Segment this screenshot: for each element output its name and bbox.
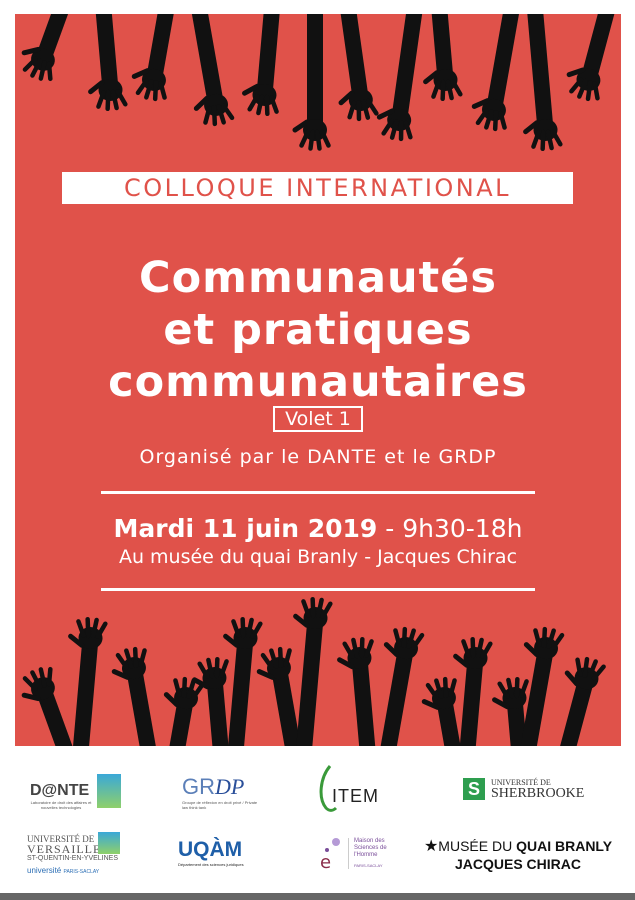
hand-silhouette <box>256 646 304 746</box>
uvsq-line3: ST-QUENTIN-EN-YVELINES <box>27 855 119 862</box>
date: Mardi 11 juin 2019 <box>113 514 378 543</box>
uvsq-line1: UNIVERSITÉ DE <box>27 834 95 844</box>
time: - 9h30-18h <box>385 514 523 543</box>
title-line: communautaires <box>108 357 528 407</box>
hand-silhouette <box>421 676 464 746</box>
grdp-gr: GR <box>182 774 215 799</box>
bottom-border <box>0 893 635 900</box>
uqam-logo: UQÀM Département des sciences juridiques <box>178 838 258 867</box>
divider <box>101 588 535 591</box>
uqam-name: UQÀM <box>178 838 243 861</box>
saclay-b: PARIS-SACLAY <box>63 869 100 875</box>
raised-hands-illustration <box>21 14 616 746</box>
uvsq-emblem <box>98 832 120 854</box>
msh-line1: Maison des <box>354 838 385 844</box>
hand-silhouette <box>242 14 280 117</box>
hand-silhouette <box>192 656 230 746</box>
uvsq-line2: VERSAILLES <box>27 842 109 856</box>
venue: Au musée du quai Branly - Jacques Chirac <box>118 546 518 568</box>
hand-silhouette <box>376 14 424 142</box>
title-line: et pratiques <box>163 305 473 355</box>
sherbrooke-line2: SHERBROOKE <box>491 786 585 801</box>
hand-silhouette <box>191 14 235 127</box>
uvsq-logo: UNIVERSITÉ DE VERSAILLES ST-QUENTIN-EN-Y… <box>27 834 127 875</box>
msh-line4: PARIS-SACLAY <box>354 863 383 868</box>
dante-name: D@NTE <box>30 782 90 799</box>
msh-line2: Sciences de <box>354 845 387 851</box>
sherbrooke-emblem-icon: S <box>463 778 485 800</box>
qb-line1b: QUAI BRANLY <box>516 838 613 854</box>
hand-silhouette <box>553 656 606 746</box>
hand-silhouette <box>293 596 333 746</box>
grdp-dp: DP <box>215 774 245 799</box>
volet-badge: Volet 1 <box>273 406 363 432</box>
qb-line1a: MUSÉE DU <box>438 838 517 854</box>
hand-silhouette <box>518 626 565 746</box>
hand-silhouette <box>423 14 463 102</box>
hand-silhouette <box>21 14 74 82</box>
dante-subtitle: Laboratoire de droit des affaires et nou… <box>30 800 92 810</box>
hand-silhouette <box>111 646 159 746</box>
hand-silhouette <box>566 14 616 102</box>
event-date: Mardi 11 juin 2019 - 9h30-18h <box>15 514 621 543</box>
hand-silhouette <box>68 616 108 746</box>
saclay-a: université <box>27 866 62 875</box>
sherbrooke-line1: UNIVERSITÉ DE <box>491 778 551 787</box>
hand-silhouette <box>337 636 377 746</box>
msh-logo: e Maison des Sciences de l'Homme PARIS-S… <box>318 836 408 876</box>
dante-emblem <box>97 774 121 808</box>
hand-silhouette <box>492 676 529 746</box>
partner-logos: D@NTE Laboratoire de droit des affaires … <box>0 746 635 900</box>
organizers: Organisé par le DANTE et le GRDP <box>139 446 497 468</box>
msh-line3: l'Homme <box>354 852 378 858</box>
quai-branly-logo: ★MUSÉE DU QUAI BRANLY JACQUES CHIRAC <box>418 836 618 872</box>
grdp-subtitle: Groupe de réflexion en droit privé / Pri… <box>182 800 258 810</box>
uqam-subtitle: Département des sciences juridiques <box>178 862 244 867</box>
hand-silhouette <box>453 636 493 746</box>
hand-silhouette <box>378 626 425 746</box>
poster: COLLOQUE INTERNATIONAL Communautés et pr… <box>15 14 621 746</box>
dante-logo: D@NTE Laboratoire de droit des affaires … <box>30 782 92 810</box>
item-swoosh-icon <box>319 765 338 812</box>
qb-line2: JACQUES CHIRAC <box>454 856 581 872</box>
hand-silhouette <box>163 676 205 746</box>
hand-silhouette <box>223 616 263 746</box>
hand-silhouette <box>131 14 176 102</box>
hand-silhouette <box>471 14 521 132</box>
hand-silhouette <box>523 14 563 152</box>
divider <box>101 491 535 494</box>
hand-silhouette <box>292 14 331 151</box>
colloque-kicker: COLLOQUE INTERNATIONAL <box>62 172 573 204</box>
hand-silhouette <box>338 14 379 122</box>
star-icon: ★ <box>423 838 439 855</box>
title-line: Communautés <box>139 253 497 303</box>
item-name: ITEM <box>332 786 379 806</box>
grdp-logo: GRDP Groupe de réflexion en droit privé … <box>182 774 262 810</box>
hand-silhouette <box>21 666 80 746</box>
item-logo: ITEM <box>318 764 398 812</box>
msh-emblem-icon: e <box>320 838 340 872</box>
page-title: Communautés et pratiques communautaires <box>15 252 621 408</box>
hand-silhouette <box>88 14 128 112</box>
svg-text:e: e <box>320 852 331 872</box>
